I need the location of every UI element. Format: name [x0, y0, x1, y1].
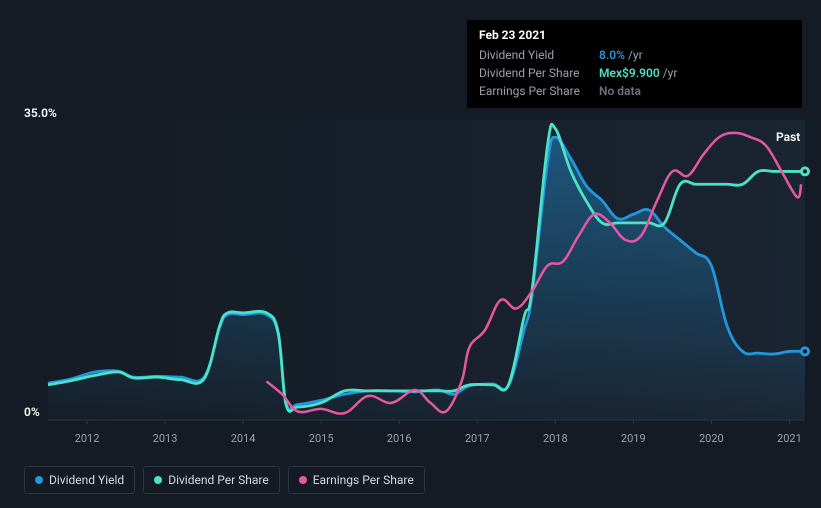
tooltip-date: Feb 23 2021: [479, 28, 790, 42]
legend-label: Dividend Yield: [49, 473, 124, 487]
legend-dot-icon: [154, 476, 162, 484]
past-label: Past: [776, 130, 800, 144]
y-axis-min: 0%: [24, 405, 40, 419]
legend-label: Earnings Per Share: [313, 473, 414, 487]
x-tick-2018: 2018: [543, 432, 568, 445]
legend-dot-icon: [299, 476, 307, 484]
x-tick-2014: 2014: [231, 432, 256, 445]
legend-item-0[interactable]: Dividend Yield: [24, 466, 135, 494]
legend-label: Dividend Per Share: [168, 473, 269, 487]
x-tick-2013: 2013: [153, 432, 178, 445]
x-tick-2020: 2020: [699, 432, 724, 445]
chart-container: 35.0% 0% Past 2012 2013 2014 2015 2016 2017 2018 2…: [0, 0, 821, 508]
x-tick-2019: 2019: [621, 432, 646, 445]
legend: Dividend Yield Dividend Per Share Earnings…: [24, 466, 425, 494]
legend-item-1[interactable]: Dividend Per Share: [143, 466, 280, 494]
y-axis-max: 35.0%: [24, 106, 57, 120]
tooltip: Feb 23 2021Dividend Yield8.0% /yrDividen…: [467, 20, 802, 108]
x-tick-2012: 2012: [75, 432, 100, 445]
legend-item-2[interactable]: Earnings Per Share: [288, 466, 425, 494]
legend-dot-icon: [35, 476, 43, 484]
x-tick-2021: 2021: [777, 432, 802, 445]
x-tick-2017: 2017: [465, 432, 490, 445]
x-tick-2016: 2016: [387, 432, 412, 445]
x-tick-2015: 2015: [309, 432, 334, 445]
